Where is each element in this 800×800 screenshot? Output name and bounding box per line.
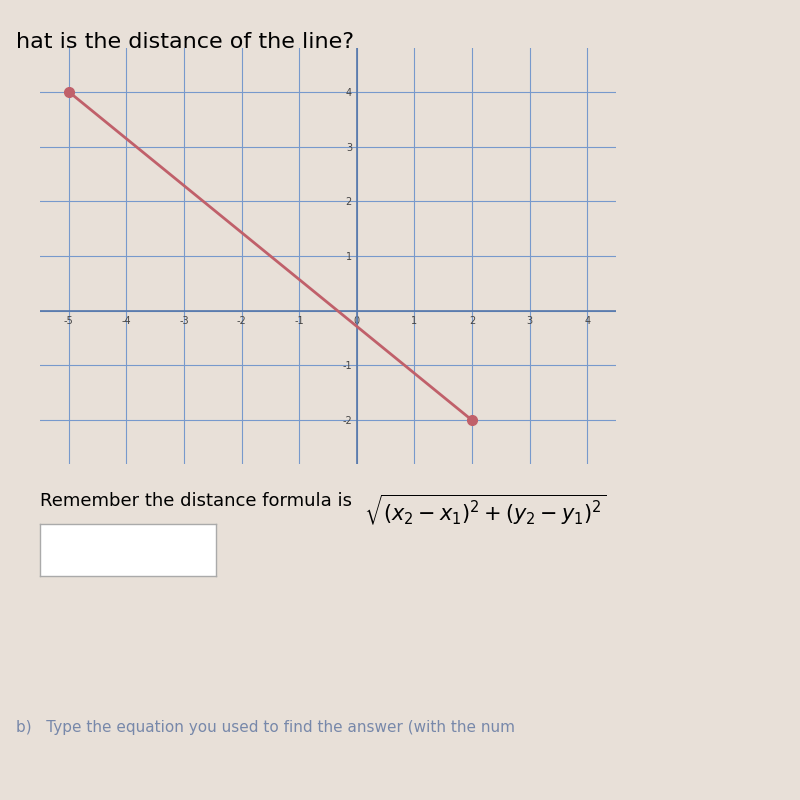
Text: Remember the distance formula is: Remember the distance formula is [40,492,358,510]
Text: b)   Type the equation you used to find the answer (with the num: b) Type the equation you used to find th… [16,720,515,735]
Text: hat is the distance of the line?: hat is the distance of the line? [16,32,354,52]
Text: $\sqrt{(x_2 - x_1)^2 + (y_2 - y_1)^2}$: $\sqrt{(x_2 - x_1)^2 + (y_2 - y_1)^2}$ [364,492,606,526]
